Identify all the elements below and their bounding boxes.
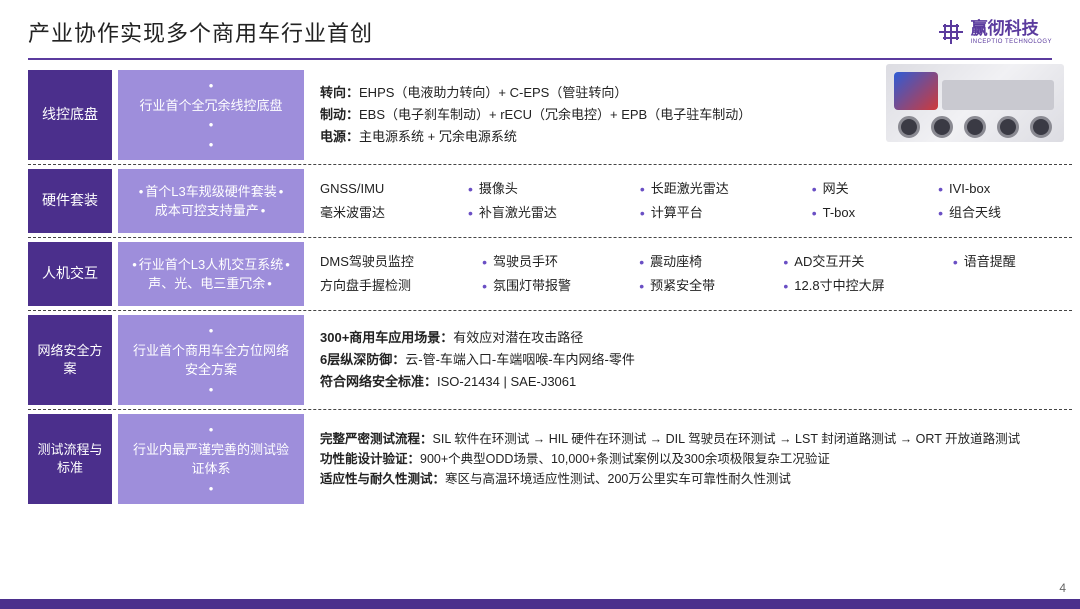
row-label: 线控底盘 xyxy=(28,70,112,160)
hardware-grid: GNSS/IMU •摄像头 •长距激光雷达 •网关 •IVI-box 毫米波雷达… xyxy=(320,178,1062,224)
row-hardware: 硬件套装 •首个L3车规级硬件套装• 成本可控支持量产• GNSS/IMU •摄… xyxy=(28,169,1072,233)
row-security: 网络安全方案 •行业首个商用车全方位网络安全方案• 300+商用车应用场景：有效… xyxy=(28,315,1072,405)
row-sublabel: • 行业首个全冗余线控底盘 • • xyxy=(118,70,304,160)
logo-text-en: INCEPTIO TECHNOLOGY xyxy=(971,39,1052,45)
row-separator xyxy=(28,409,1072,410)
page-number: 4 xyxy=(1059,581,1066,595)
slide-title: 产业协作实现多个商用车行业首创 xyxy=(28,16,373,48)
row-hmi: 人机交互 •行业首个L3人机交互系统• 声、光、电三重冗余• DMS驾驶员监控 … xyxy=(28,242,1072,306)
row-separator xyxy=(28,310,1072,311)
row-detail: DMS驾驶员监控 •驾驶员手环 •震动座椅 •AD交互开关 •语音提醒 方向盘手… xyxy=(304,242,1072,306)
sub-text: 行业内最严谨完善的测试验证体系 xyxy=(128,440,294,479)
row-label: 硬件套装 xyxy=(28,169,112,233)
logo-icon xyxy=(937,18,965,46)
row-separator xyxy=(28,164,1072,165)
hmi-grid: DMS驾驶员监控 •驾驶员手环 •震动座椅 •AD交互开关 •语音提醒 方向盘手… xyxy=(320,251,1062,297)
row-label: 网络安全方案 xyxy=(28,315,112,405)
slide-header: 产业协作实现多个商用车行业首创 赢彻科技 INCEPTIO TECHNOLOGY xyxy=(0,0,1080,54)
row-detail: 完整严密测试流程：SIL 软件在环测试 → HIL 硬件在环测试 → DIL 驾… xyxy=(304,414,1072,504)
row-separator xyxy=(28,237,1072,238)
header-divider xyxy=(28,58,1052,60)
logo-text-cn: 赢彻科技 xyxy=(971,20,1052,37)
sub-text: 行业首个全冗余线控底盘 xyxy=(139,96,282,116)
row-chassis: 线控底盘 • 行业首个全冗余线控底盘 • • 转向：EHPS（电液助力转向）+ … xyxy=(28,70,1072,160)
row-sublabel: •行业内最严谨完善的测试验证体系• xyxy=(118,414,304,504)
truck-chassis-image xyxy=(886,64,1064,142)
row-detail: 300+商用车应用场景：有效应对潜在攻击路径 6层纵深防御：云-管-车端入口-车… xyxy=(304,315,1072,405)
row-detail: GNSS/IMU •摄像头 •长距激光雷达 •网关 •IVI-box 毫米波雷达… xyxy=(304,169,1072,233)
row-label: 人机交互 xyxy=(28,242,112,306)
company-logo: 赢彻科技 INCEPTIO TECHNOLOGY xyxy=(937,18,1052,46)
row-sublabel: •首个L3车规级硬件套装• 成本可控支持量产• xyxy=(118,169,304,233)
row-sublabel: •行业首个L3人机交互系统• 声、光、电三重冗余• xyxy=(118,242,304,306)
row-label: 测试流程与标准 xyxy=(28,414,112,504)
footer-bar xyxy=(0,599,1080,609)
sub-text: 行业首个商用车全方位网络安全方案 xyxy=(128,341,294,380)
row-sublabel: •行业首个商用车全方位网络安全方案• xyxy=(118,315,304,405)
row-testing: 测试流程与标准 •行业内最严谨完善的测试验证体系• 完整严密测试流程：SIL 软… xyxy=(28,414,1072,504)
content-rows: 线控底盘 • 行业首个全冗余线控底盘 • • 转向：EHPS（电液助力转向）+ … xyxy=(0,70,1080,504)
